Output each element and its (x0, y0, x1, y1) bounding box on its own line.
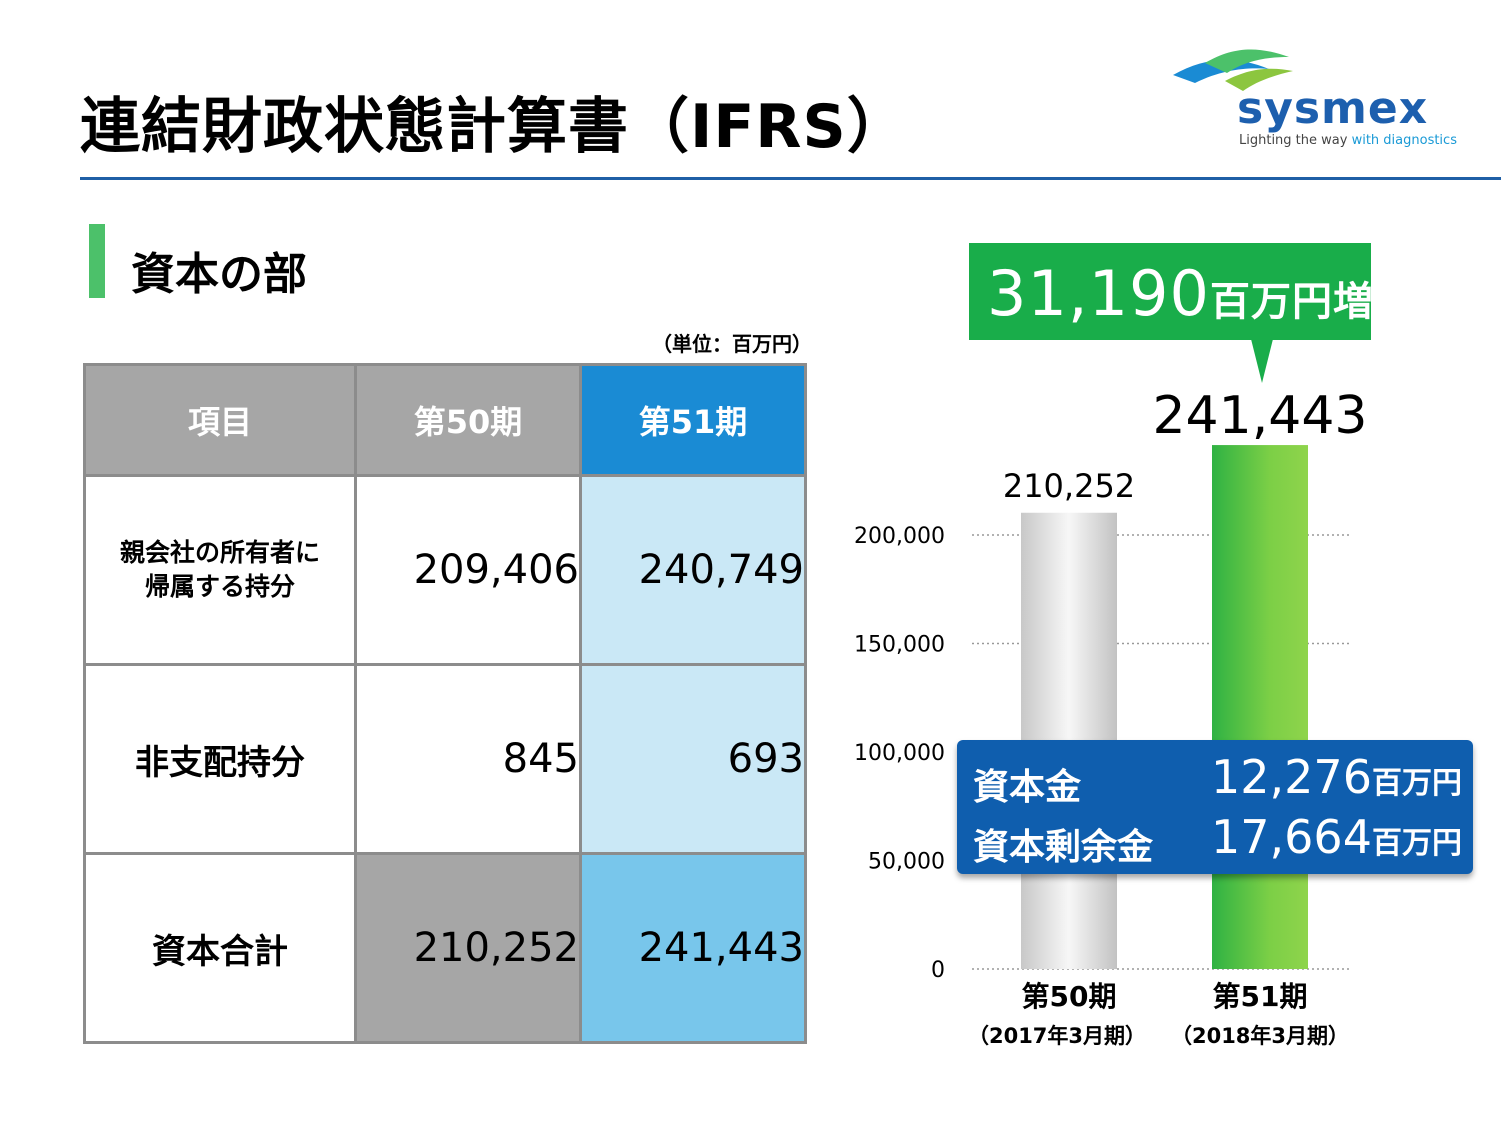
capital-value: 12,276百万円 (1211, 750, 1462, 804)
capital-label: 資本剰余金 (973, 827, 1154, 868)
x-category-label: 第51期 (1213, 980, 1308, 1013)
capital-row: 資本剰余金 17,664百万円 (973, 810, 1463, 868)
y-tick-label: 200,000 (854, 524, 945, 549)
capital-value: 17,664百万円 (1211, 810, 1462, 864)
column-header-item: 項目 (83, 363, 357, 477)
y-tick-label: 0 (931, 958, 945, 983)
page-title: 連結財政状態計算書（IFRS） (80, 92, 908, 162)
cell-p51: 693 (579, 663, 807, 855)
capital-row: 資本金 12,276百万円 (973, 750, 1463, 808)
equity-table: 項目 第50期 第51期 親会社の所有者に 帰属する持分 209,406 240,… (83, 363, 807, 1044)
callout-pointer (1251, 339, 1273, 383)
row-label: 非支配持分 (83, 663, 357, 855)
x-category-label: 第50期 (1022, 980, 1117, 1013)
table-row: 非支配持分 845 693 (83, 663, 807, 855)
table-row: 親会社の所有者に 帰属する持分 209,406 240,749 (83, 474, 807, 666)
increase-callout: 31,190百万円増 (969, 243, 1374, 340)
section-title: 資本の部 (131, 249, 307, 300)
table-row-total: 資本合計 210,252 241,443 (83, 852, 807, 1044)
x-subcategory-label: （2017年3月期） (968, 1024, 1146, 1048)
bar-value-label: 241,443 (1152, 386, 1367, 446)
table-header-row: 項目 第50期 第51期 (83, 363, 807, 477)
x-subcategory-label: （2018年3月期） (1171, 1024, 1349, 1048)
y-tick-label: 50,000 (868, 850, 945, 875)
cell-p50: 845 (354, 663, 582, 855)
title-rule (80, 177, 1501, 180)
logo-tagline: Lighting the way with diagnostics (1239, 133, 1457, 148)
capital-breakdown-box: 資本金 12,276百万円 資本剰余金 17,664百万円 (957, 740, 1473, 874)
logo-wordmark: sysmex (1237, 83, 1429, 134)
y-tick-label: 100,000 (854, 741, 945, 766)
increase-value: 31,190 (987, 257, 1210, 330)
column-header-p50: 第50期 (354, 363, 582, 477)
logo-wave-icon (1173, 49, 1293, 91)
cell-p51: 240,749 (579, 474, 807, 666)
row-label: 親会社の所有者に 帰属する持分 (83, 474, 357, 666)
y-tick-label: 150,000 (854, 633, 945, 658)
column-header-p51: 第51期 (579, 363, 807, 477)
cell-p50: 210,252 (354, 852, 582, 1044)
sysmex-logo: sysmex Lighting the way with diagnostics (1165, 45, 1457, 155)
bar-value-label: 210,252 (1003, 467, 1135, 505)
row-label: 資本合計 (83, 852, 357, 1044)
cell-p50: 209,406 (354, 474, 582, 666)
increase-suffix: 百万円増 (1209, 279, 1374, 325)
capital-label: 資本金 (973, 767, 1082, 808)
section-accent-bar (89, 224, 105, 298)
cell-p51: 241,443 (579, 852, 807, 1044)
bar (1212, 445, 1308, 969)
unit-label: （単位：百万円） (652, 332, 812, 356)
